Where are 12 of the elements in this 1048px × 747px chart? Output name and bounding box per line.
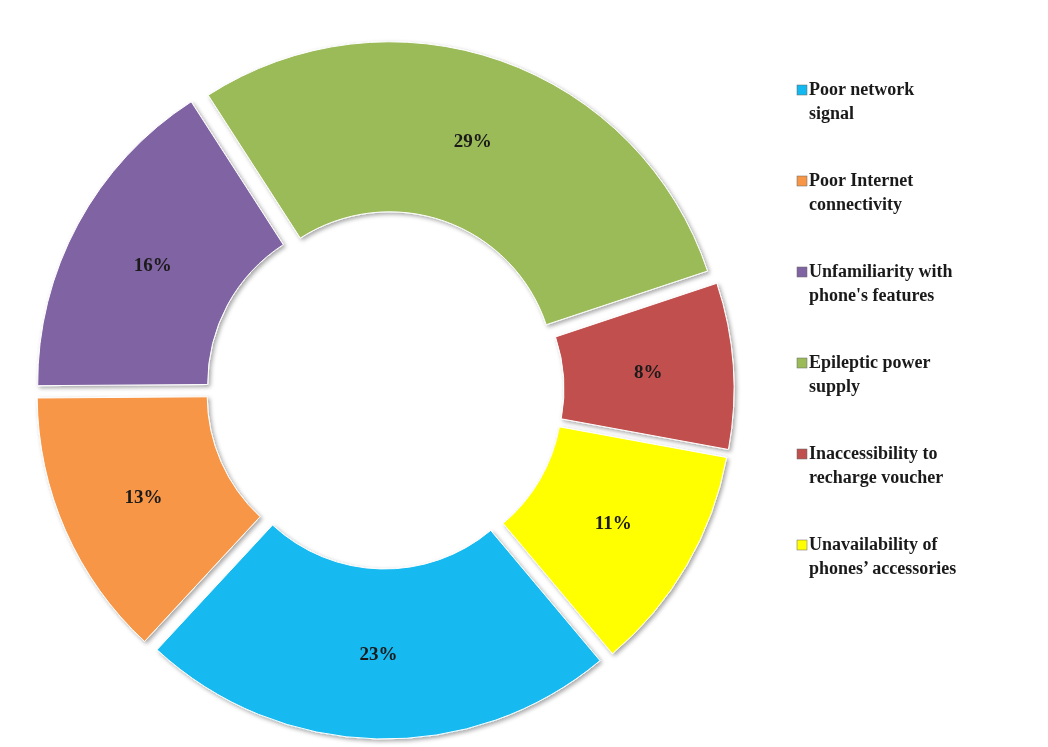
legend-label: Unavailability of phones’ accessories bbox=[809, 534, 957, 578]
data-label: 29% bbox=[453, 130, 492, 152]
data-label: 16% bbox=[133, 253, 172, 275]
legend-label: Unfamiliarity with phone's features bbox=[809, 261, 953, 305]
legend-label: Inaccessibility to recharge voucher bbox=[809, 443, 944, 487]
data-label: 23% bbox=[359, 643, 398, 665]
legend-label: Epileptic power supply bbox=[809, 352, 931, 396]
data-label: 11% bbox=[594, 512, 632, 534]
legend-label: Poor Internet connectivity bbox=[809, 170, 914, 214]
data-label: 8% bbox=[634, 361, 663, 383]
data-label: 13% bbox=[124, 486, 163, 508]
legend-label: Poor network signal bbox=[809, 79, 915, 123]
